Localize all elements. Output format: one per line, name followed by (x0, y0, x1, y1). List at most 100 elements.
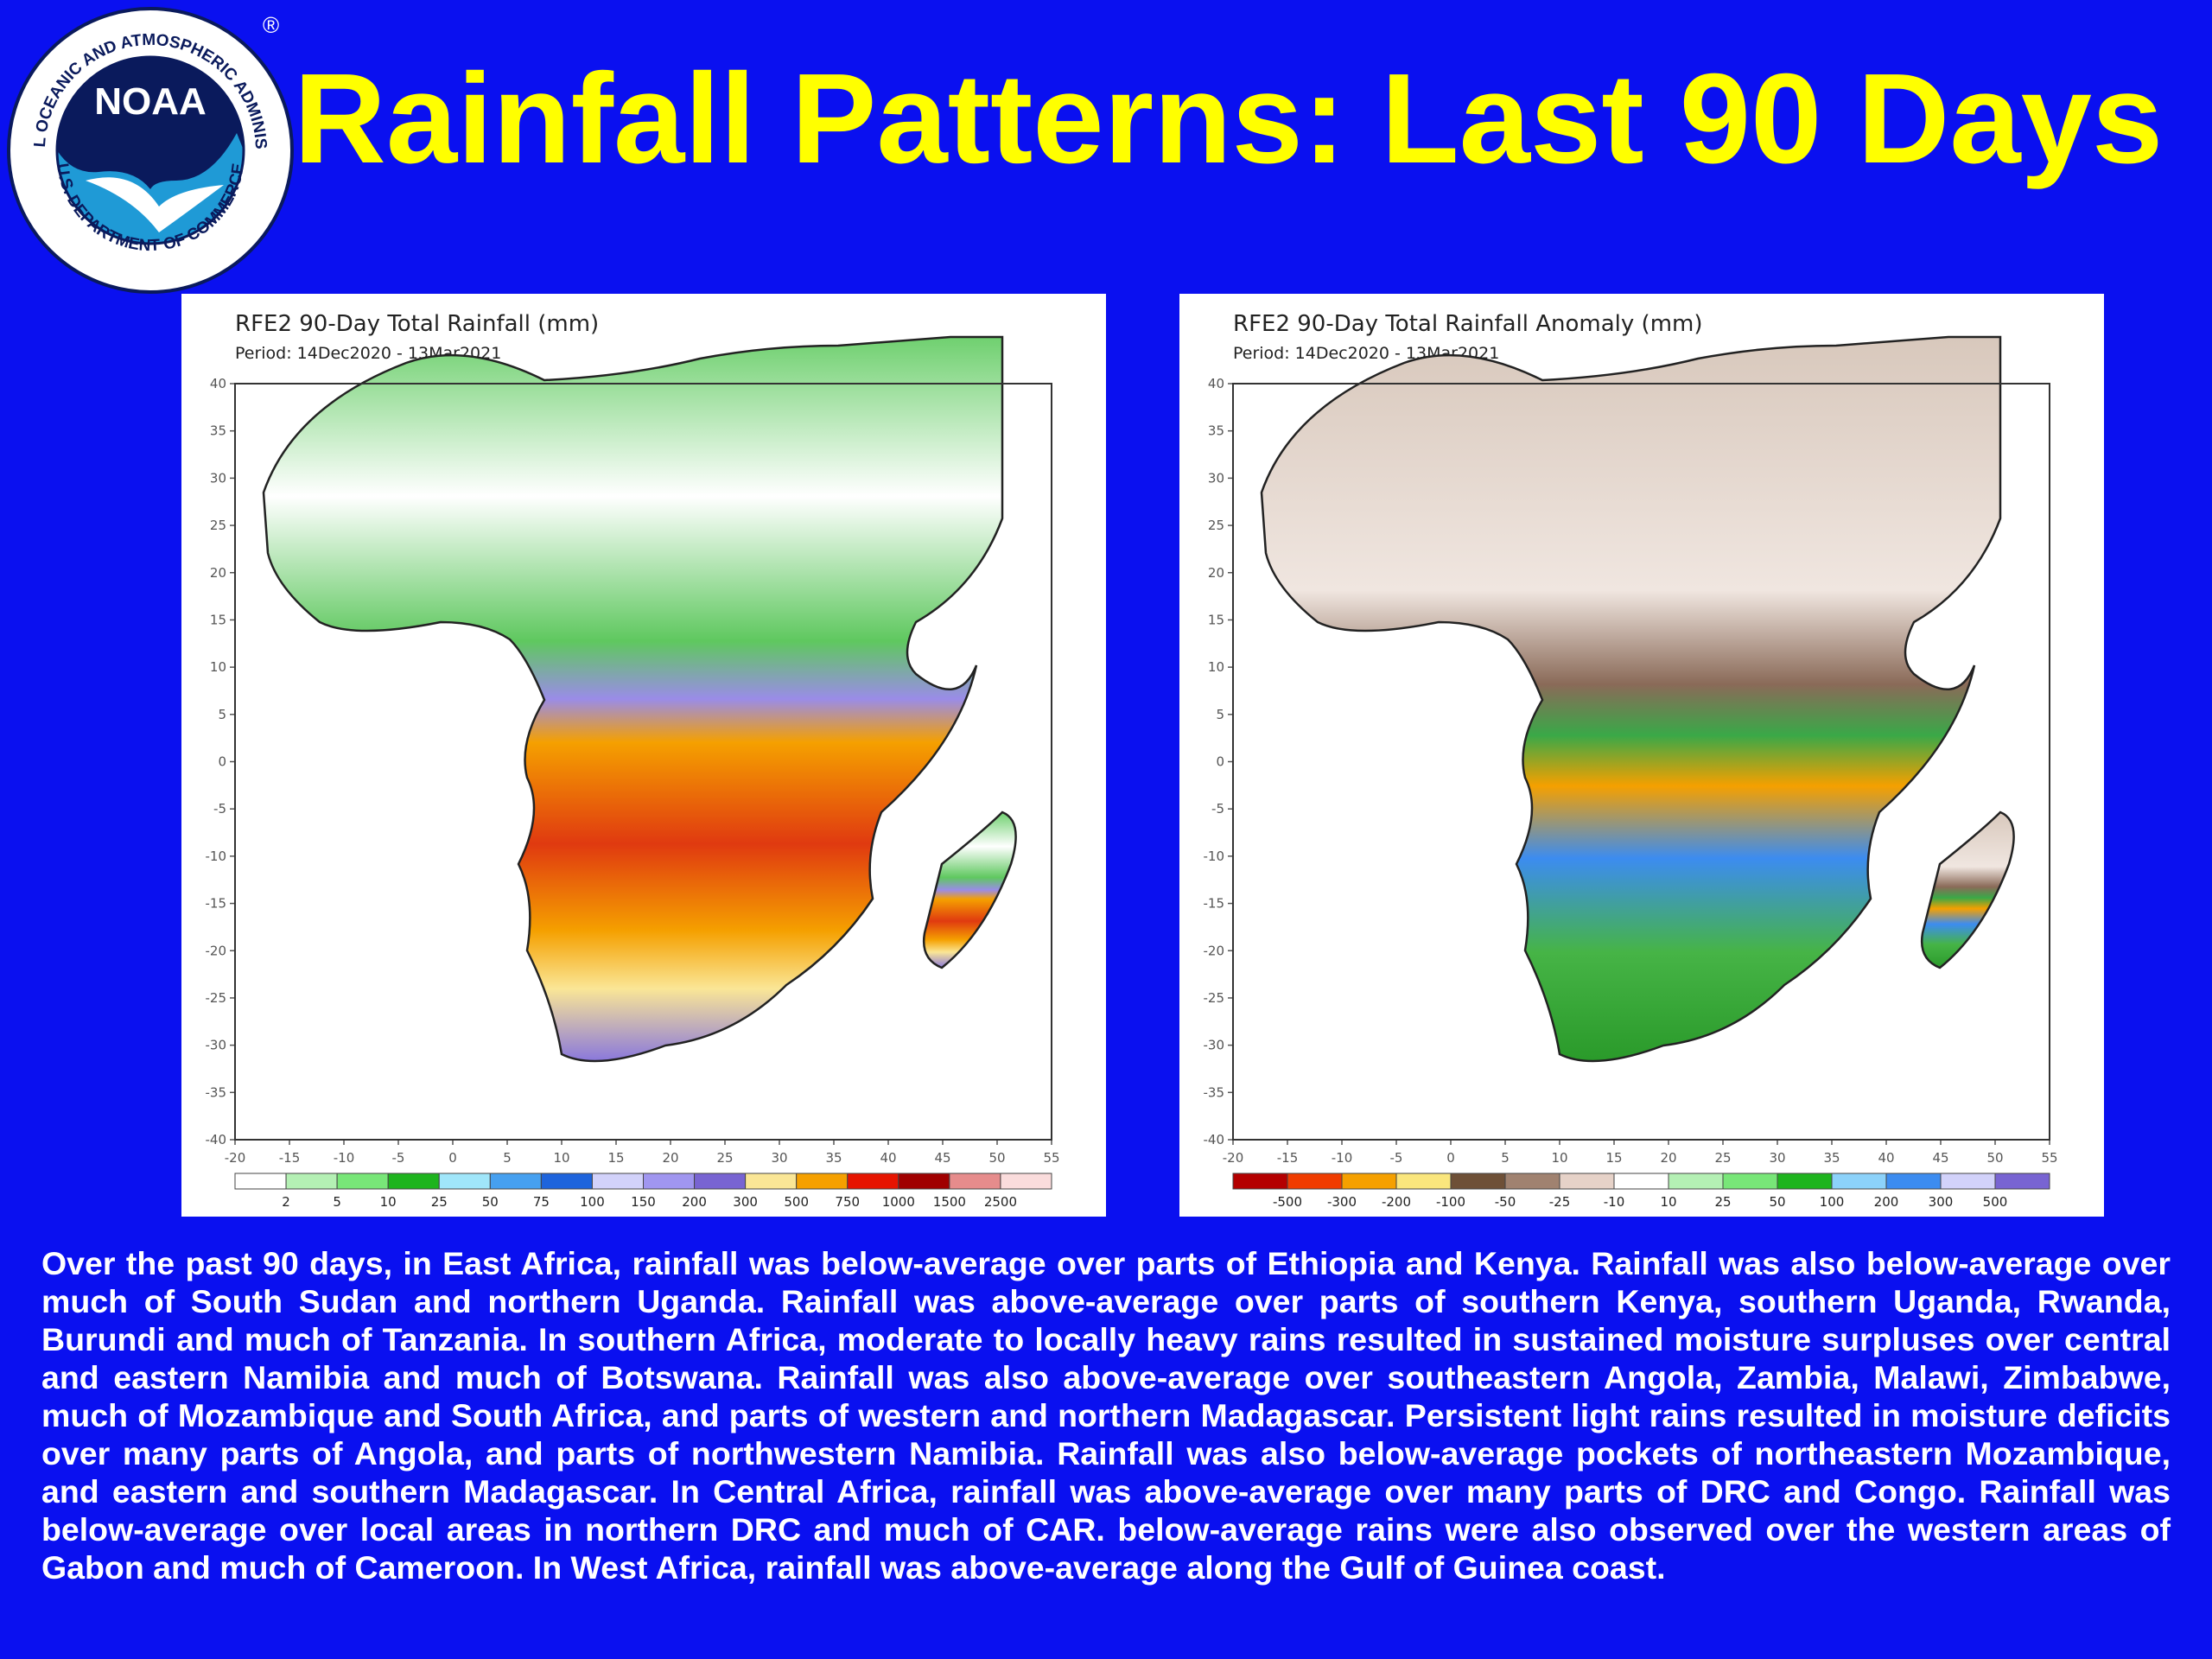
legend-label: 2500 (984, 1194, 1017, 1210)
legend-swatch (1722, 1173, 1778, 1190)
legend-label: 2 (282, 1194, 290, 1210)
legend-swatch (949, 1173, 1001, 1190)
legend-label: 50 (1769, 1194, 1785, 1210)
legend-swatch (1940, 1173, 1996, 1190)
y-tick-label: -35 (1204, 1084, 1225, 1100)
legend-label: 1500 (933, 1194, 966, 1210)
legend-swatch (1777, 1173, 1833, 1190)
noaa-logo: NOAA NATIONAL OCEANIC AND ATMOSPHERIC AD… (3, 3, 294, 294)
x-tick-label: 30 (771, 1150, 787, 1166)
y-tick-label: 20 (1208, 565, 1224, 581)
x-tick-label: 50 (988, 1150, 1005, 1166)
legend-label: -200 (1382, 1194, 1411, 1210)
legend-swatch (387, 1173, 440, 1190)
slide-title: Rainfall Patterns: Last 90 Days (294, 48, 2164, 190)
x-tick-label: 40 (880, 1150, 896, 1166)
y-tick-label: -40 (1204, 1132, 1225, 1147)
legend-label: 50 (482, 1194, 499, 1210)
y-tick-label: 25 (1208, 518, 1224, 533)
y-tick-label: 0 (218, 754, 226, 770)
y-tick-label: -20 (1204, 943, 1225, 958)
legend-swatch (847, 1173, 899, 1190)
y-tick-label: -5 (1211, 801, 1224, 817)
legend-label: 750 (835, 1194, 860, 1210)
legend-swatch (1885, 1173, 1942, 1190)
y-tick-label: -30 (206, 1038, 227, 1053)
x-tick-label: 10 (553, 1150, 569, 1166)
x-tick-label: 40 (1878, 1150, 1894, 1166)
y-tick-label: -40 (206, 1132, 227, 1147)
legend-swatch (489, 1173, 542, 1190)
legend-label: 10 (380, 1194, 397, 1210)
legend-swatch (285, 1173, 338, 1190)
africa-map (1260, 335, 2015, 1063)
legend-label: -300 (1327, 1194, 1357, 1210)
x-tick-label: -10 (1332, 1150, 1353, 1166)
x-tick-label: -15 (279, 1150, 301, 1166)
map-canvas: -20 -15 -10 -5 0 5 10 15 20 25 30 35 40 45 50 554035302… (1204, 335, 2058, 1210)
legend-swatch (1450, 1173, 1506, 1190)
legend-swatch (1613, 1173, 1669, 1190)
legend-swatch (336, 1173, 389, 1190)
legend-label: -25 (1549, 1194, 1571, 1210)
legend-swatch (1287, 1173, 1343, 1190)
x-tick-label: -5 (392, 1150, 405, 1166)
y-tick-label: -10 (206, 849, 227, 864)
legend-swatch (1831, 1173, 1887, 1190)
y-tick-label: 5 (218, 707, 226, 722)
y-tick-label: 10 (210, 659, 226, 675)
y-tick-label: -25 (206, 990, 227, 1006)
legend-swatch (1668, 1173, 1724, 1190)
y-tick-label: -35 (206, 1084, 227, 1100)
svg-text:NOAA: NOAA (94, 80, 207, 123)
legend-label: -50 (1495, 1194, 1516, 1210)
legend-label: 200 (1874, 1194, 1899, 1210)
x-tick-label: 10 (1551, 1150, 1567, 1166)
x-tick-label: 45 (1932, 1150, 1948, 1166)
svg-text:®: ® (263, 12, 279, 38)
legend-swatch (540, 1173, 593, 1190)
legend-label: 1000 (882, 1194, 915, 1210)
legend-swatch (234, 1173, 287, 1190)
y-tick-label: 15 (1208, 612, 1224, 627)
x-tick-label: 25 (716, 1150, 733, 1166)
x-tick-label: 35 (825, 1150, 842, 1166)
legend-swatch (898, 1173, 950, 1190)
y-tick-label: -20 (206, 943, 227, 958)
x-tick-label: 25 (1714, 1150, 1731, 1166)
legend-label: -100 (1436, 1194, 1465, 1210)
x-tick-label: -20 (225, 1150, 246, 1166)
legend-label: 500 (1983, 1194, 2008, 1210)
legend-label: 5 (333, 1194, 341, 1210)
y-tick-label: 5 (1216, 707, 1224, 722)
y-tick-label: 0 (1216, 754, 1224, 770)
x-tick-label: 50 (1986, 1150, 2003, 1166)
legend-label: 75 (533, 1194, 550, 1210)
y-tick-label: -5 (213, 801, 226, 817)
x-tick-label: 20 (662, 1150, 678, 1166)
y-tick-label: 40 (210, 376, 226, 391)
africa-map (262, 335, 1017, 1063)
legend-label: 200 (682, 1194, 707, 1210)
y-tick-label: 15 (210, 612, 226, 627)
y-tick-label: 10 (1208, 659, 1224, 675)
legend-label: 25 (431, 1194, 448, 1210)
x-tick-label: 5 (1501, 1150, 1510, 1166)
x-tick-label: 20 (1660, 1150, 1676, 1166)
legend-label: 150 (631, 1194, 656, 1210)
map-canvas: -20 -15 -10 -5 0 5 10 15 20 25 30 35 40 45 50 554035302… (206, 335, 1060, 1210)
y-tick-label: -10 (1204, 849, 1225, 864)
x-tick-label: -15 (1277, 1150, 1299, 1166)
x-tick-label: 45 (934, 1150, 950, 1166)
legend-swatch (438, 1173, 491, 1190)
legend-swatch (1341, 1173, 1397, 1190)
x-tick-label: 0 (448, 1150, 457, 1166)
rainfall-anomaly-map: RFE2 90-Day Total Rainfall Anomaly (mm) … (1179, 294, 2104, 1217)
legend-label: 100 (1820, 1194, 1845, 1210)
map-title: RFE2 90-Day Total Rainfall Anomaly (mm) (1233, 311, 1703, 337)
legend-swatch (1395, 1173, 1452, 1190)
legend-label: 300 (733, 1194, 758, 1210)
x-tick-label: 15 (1605, 1150, 1622, 1166)
x-tick-label: -10 (334, 1150, 355, 1166)
y-tick-label: 30 (210, 470, 226, 486)
